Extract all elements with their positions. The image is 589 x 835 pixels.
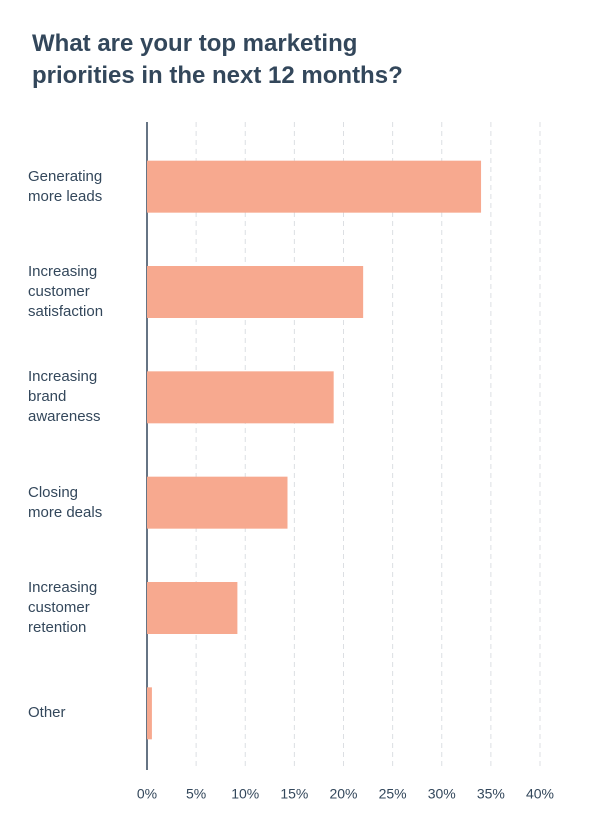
bar bbox=[147, 476, 288, 529]
bar bbox=[147, 160, 482, 213]
x-tick-label: 20% bbox=[329, 786, 357, 802]
y-tick-label: Increasing customer retention bbox=[28, 579, 98, 636]
x-tick-label: 0% bbox=[137, 786, 157, 802]
x-tick-label: 40% bbox=[526, 786, 554, 802]
y-tick-label: Closing more deals bbox=[28, 483, 103, 521]
bar bbox=[147, 371, 334, 424]
y-tick-label: Increasing brand awareness bbox=[28, 368, 101, 426]
bar bbox=[147, 582, 238, 634]
bar bbox=[147, 266, 364, 318]
x-tick-label: 10% bbox=[231, 786, 259, 802]
x-tick-label: 30% bbox=[428, 786, 456, 802]
x-tick-label: 5% bbox=[186, 786, 206, 802]
x-tick-label: 25% bbox=[379, 786, 407, 802]
y-tick-label: Other bbox=[28, 704, 66, 722]
y-tick-label: Increasing customer satisfaction bbox=[28, 263, 104, 320]
bar bbox=[147, 687, 152, 740]
x-tick-label: 15% bbox=[280, 786, 308, 802]
chart-title: What are your top marketing priorities i… bbox=[32, 30, 403, 89]
y-tick-label: Generating more leads bbox=[28, 167, 103, 205]
x-tick-label: 35% bbox=[477, 786, 505, 802]
